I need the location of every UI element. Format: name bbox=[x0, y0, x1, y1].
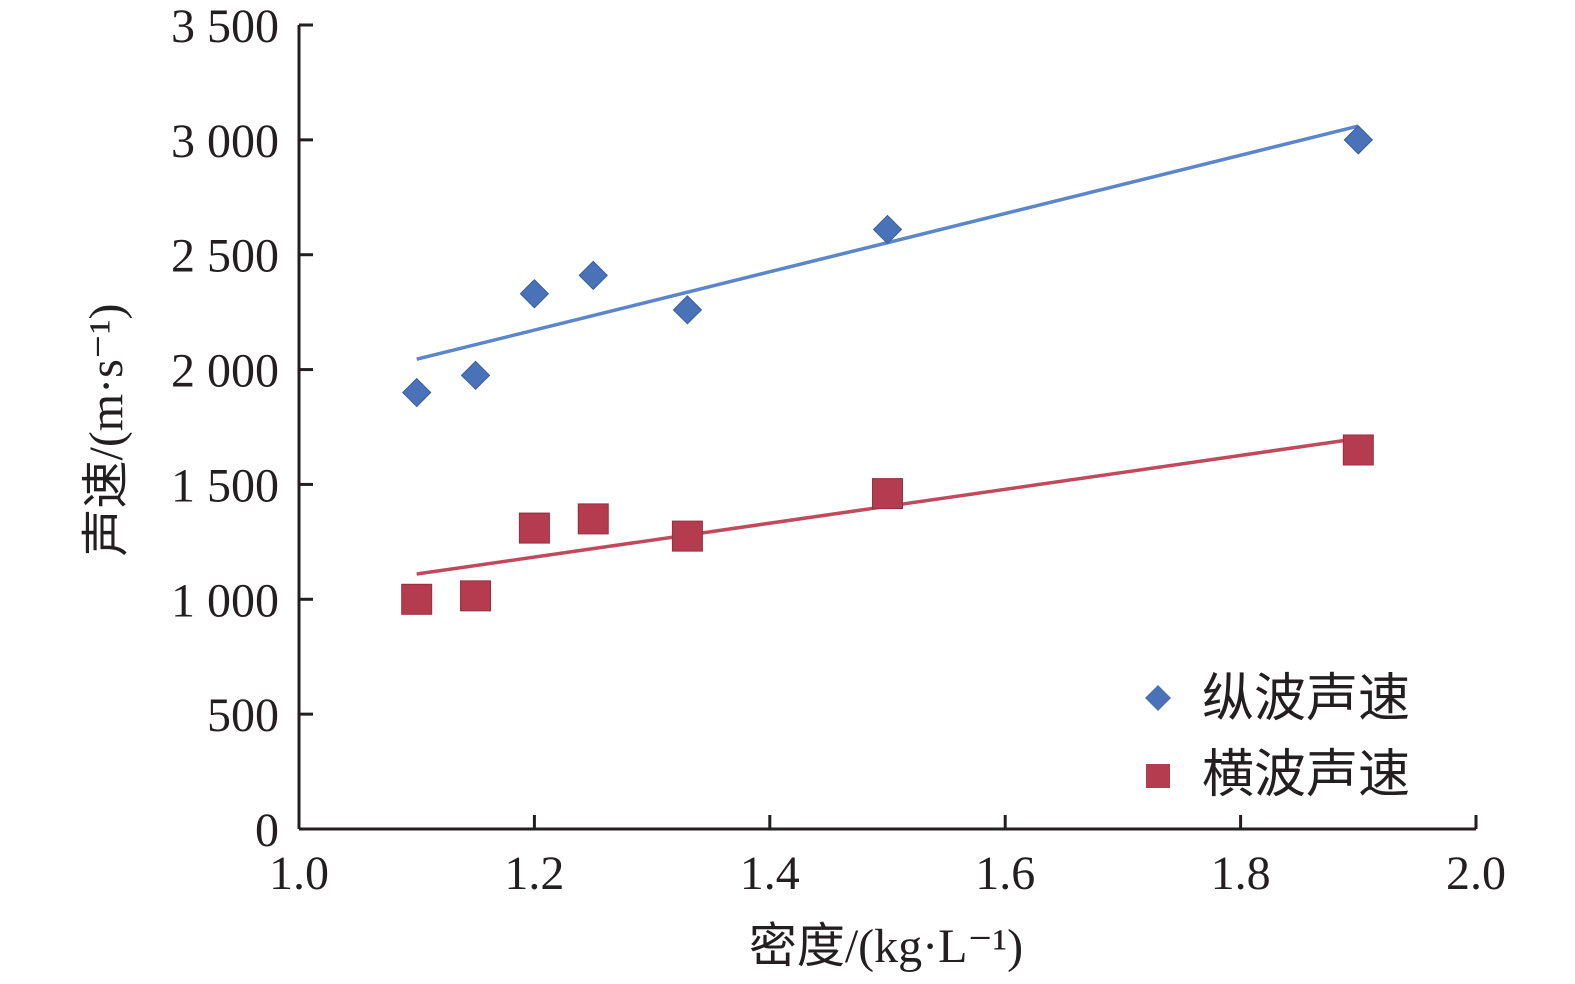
data-point-transverse bbox=[577, 503, 609, 535]
y-tick-label: 500 bbox=[207, 689, 279, 742]
y-tick-label: 2 500 bbox=[171, 230, 279, 283]
data-point-transverse bbox=[872, 478, 903, 510]
y-tick-label: 3 500 bbox=[171, 0, 279, 53]
data-point-longitudinal bbox=[672, 295, 703, 325]
y-tick-label: 1 000 bbox=[171, 574, 279, 627]
legend-label-series-2: 横波声速 bbox=[1202, 747, 1410, 804]
x-tick-label: 1.6 bbox=[975, 847, 1035, 900]
y-tick-label: 0 bbox=[255, 804, 279, 857]
legend-marker-transverse bbox=[1146, 764, 1170, 788]
data-point-transverse bbox=[401, 583, 433, 615]
data-point-transverse bbox=[1342, 434, 1374, 466]
x-tick-label: 1.2 bbox=[504, 847, 564, 900]
data-point-transverse bbox=[460, 580, 492, 612]
y-axis-title: 声速/(m·s⁻¹) bbox=[80, 303, 133, 556]
y-tick-label: 1 500 bbox=[171, 459, 279, 512]
data-point-longitudinal bbox=[578, 260, 608, 291]
x-tick-label: 2.0 bbox=[1446, 847, 1506, 900]
ticks: 0 500 1 000 1 500 2 000 2 500 3 000 3 500 1.0 1.2… bbox=[171, 0, 1506, 900]
data-points bbox=[401, 125, 1374, 615]
data-point-longitudinal bbox=[1343, 125, 1374, 155]
y-tick-label: 2 000 bbox=[171, 345, 279, 398]
data-point-transverse bbox=[671, 520, 703, 552]
legend-marker-longitudinal bbox=[1145, 685, 1171, 711]
data-point-longitudinal bbox=[460, 360, 491, 391]
x-tick-label: 1.4 bbox=[740, 847, 800, 900]
x-tick-label: 1.0 bbox=[269, 847, 329, 900]
x-tick-label: 1.8 bbox=[1211, 847, 1271, 900]
legend-label-series-1: 纵波声速 bbox=[1202, 671, 1410, 728]
data-point-longitudinal bbox=[872, 214, 903, 245]
data-point-longitudinal bbox=[401, 377, 432, 408]
axes bbox=[297, 25, 1476, 831]
data-point-longitudinal bbox=[519, 279, 550, 309]
x-axis-title: 密度/(kg·L⁻¹) bbox=[749, 920, 1023, 973]
data-point-transverse bbox=[518, 512, 550, 544]
y-tick-label: 3 000 bbox=[171, 115, 279, 168]
